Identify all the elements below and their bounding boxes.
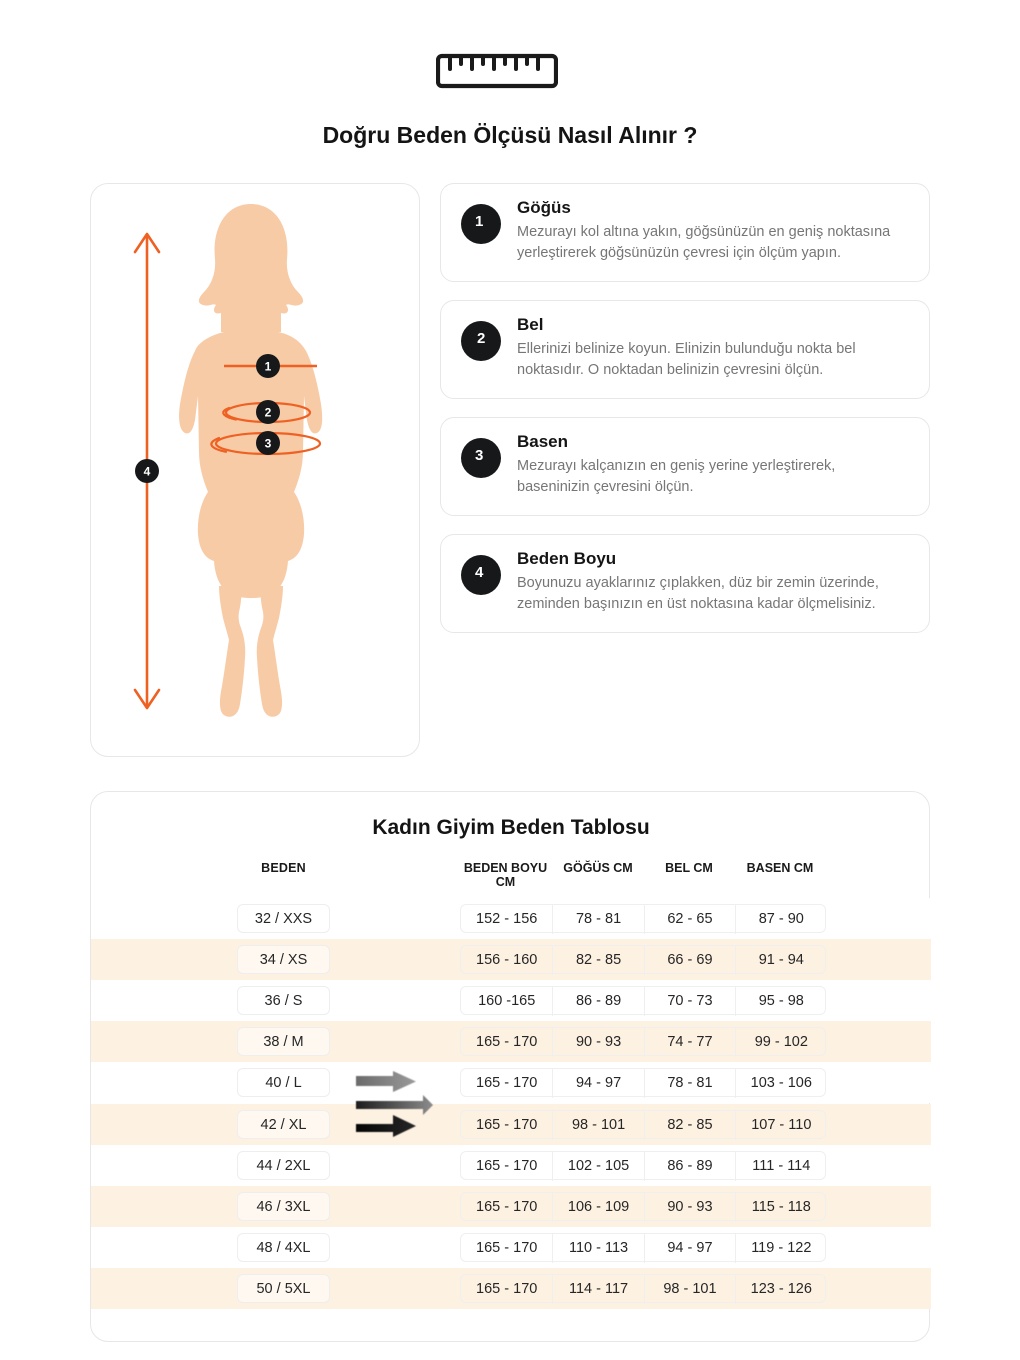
svg-text:2: 2 [265,406,272,420]
svg-text:4: 4 [144,465,151,479]
svg-text:1: 1 [265,360,272,374]
svg-text:3: 3 [265,437,272,451]
